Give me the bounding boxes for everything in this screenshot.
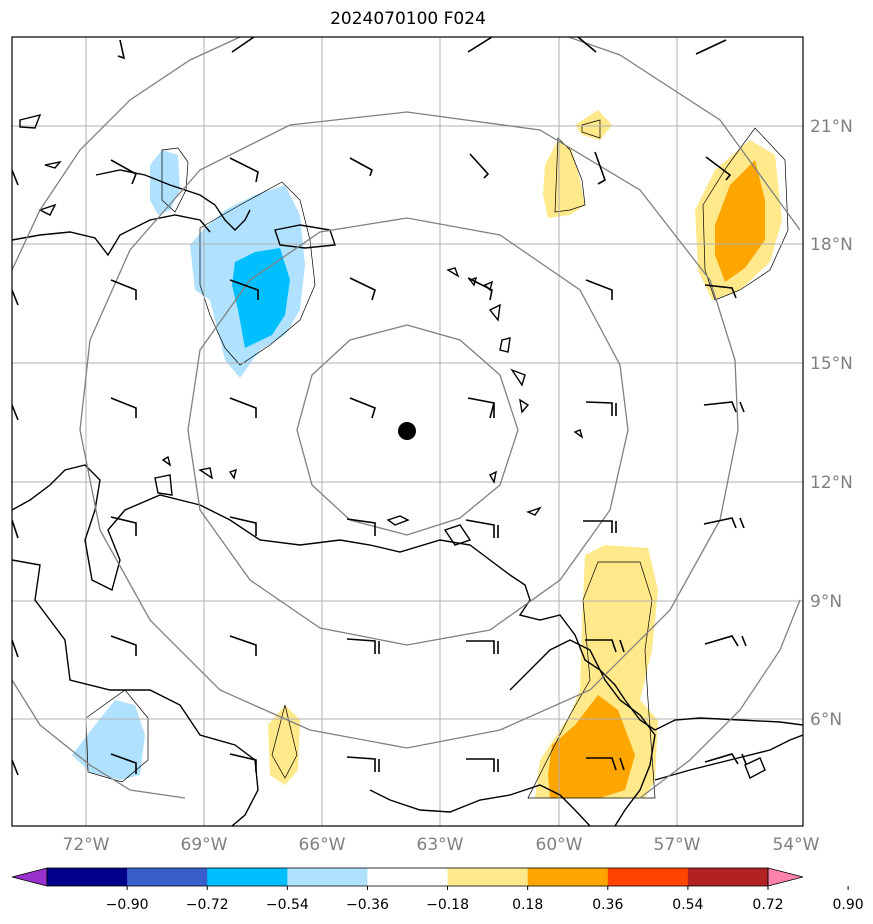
- negative-anomaly-area: [72, 700, 145, 780]
- lat-label: 21°N: [810, 117, 853, 137]
- colorbar-cell: [687, 868, 769, 886]
- colorbar-cell: [287, 868, 368, 886]
- colorbar: −0.90 −0.72 −0.54 −0.36 −0.18 0.18 0.36 0.54 0.7…: [11, 867, 864, 913]
- colorbar-tick-label: −0.72: [186, 897, 229, 913]
- colorbar-tick-label: 0.36: [592, 897, 623, 913]
- lat-label: 9°N: [810, 592, 842, 612]
- longitude-labels: 72°W 69°W 66°W 63°W 60°W 57°W 54°W: [63, 835, 820, 855]
- colorbar-cell: [127, 868, 208, 886]
- lon-label: 57°W: [654, 835, 701, 855]
- positive-anomaly-area: [268, 705, 300, 785]
- positive-anomaly-area: [543, 140, 585, 218]
- lon-label: 66°W: [299, 835, 346, 855]
- colorbar-extend-high: [767, 867, 804, 887]
- shading-layer: [72, 110, 782, 798]
- colorbar-cell: [367, 868, 449, 886]
- lat-label: 12°N: [810, 473, 853, 493]
- colorbar-tick-label: −0.90: [106, 897, 149, 913]
- lon-label: 63°W: [417, 835, 464, 855]
- colorbar-frame: [46, 867, 769, 887]
- colorbar-tick-label: 0.54: [672, 897, 703, 913]
- lon-label: 72°W: [63, 835, 110, 855]
- colorbar-cell: [47, 868, 128, 886]
- latitude-labels: 21°N 18°N 15°N 12°N 9°N 6°N: [810, 117, 853, 730]
- colorbar-tick-label: −0.36: [346, 897, 389, 913]
- strong-positive-anomaly-area: [548, 695, 635, 798]
- colorbar-tick-label: 0.90: [833, 897, 864, 913]
- colorbar-cell: [447, 868, 529, 886]
- colorbar-cell: [607, 868, 689, 886]
- lat-label: 6°N: [810, 710, 842, 730]
- gridlines: [12, 37, 803, 826]
- storm-center-marker: [398, 422, 416, 440]
- colorbar-tick-label: −0.54: [266, 897, 309, 913]
- lon-label: 69°W: [181, 835, 228, 855]
- colorbar-cell: [527, 868, 609, 886]
- lon-label: 54°W: [773, 835, 820, 855]
- map-title: 2024070100 F024: [330, 9, 486, 29]
- colorbar-tick-label: −0.18: [426, 897, 469, 913]
- lon-label: 60°W: [536, 835, 583, 855]
- contour-lines: [85, 119, 789, 799]
- colorbar-tick-label: 0.72: [752, 897, 783, 913]
- strong-positive-anomaly-area: [715, 160, 765, 282]
- coastlines: [12, 113, 803, 826]
- range-rings: [12, 37, 801, 799]
- colorbar-extend-low: [11, 867, 48, 887]
- colorbar-tick-label: 0.18: [512, 897, 543, 913]
- map-frame: [11, 36, 804, 827]
- colorbar-cell: [207, 868, 288, 886]
- lat-label: 18°N: [810, 235, 853, 255]
- lat-label: 15°N: [810, 354, 853, 374]
- strong-negative-anomaly-area: [232, 248, 290, 348]
- wind-barbs: [12, 37, 747, 776]
